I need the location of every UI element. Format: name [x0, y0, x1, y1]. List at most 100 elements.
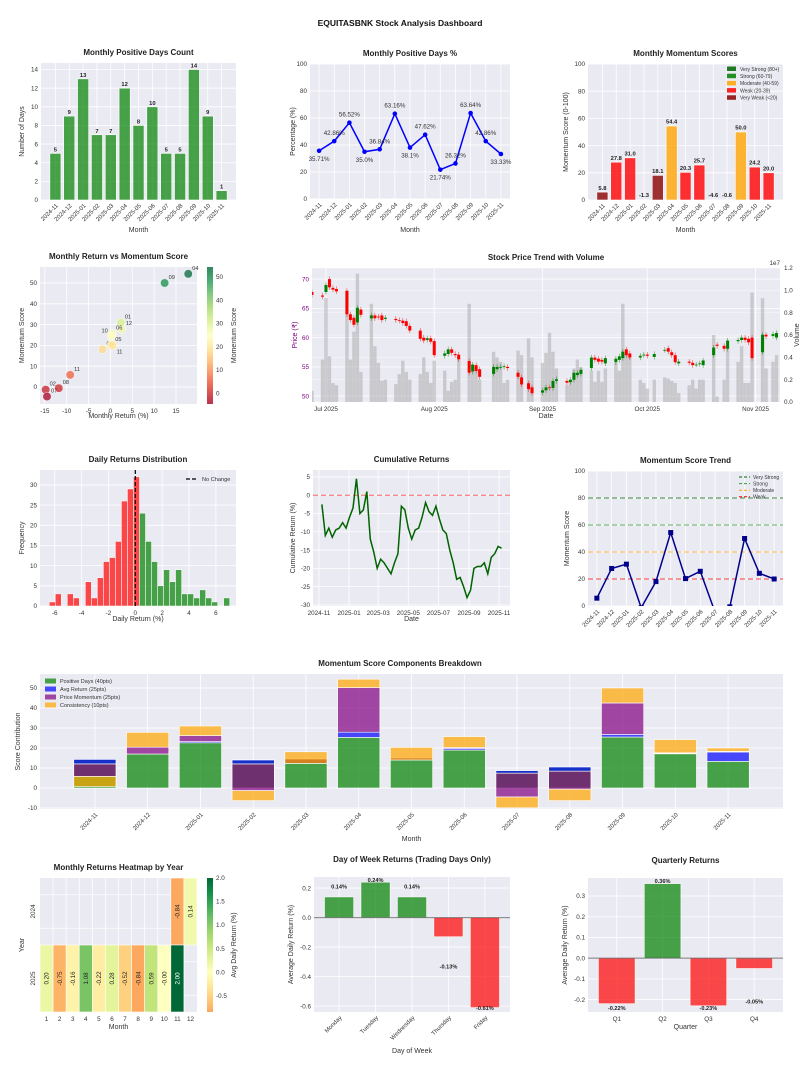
candle-down — [320, 295, 324, 297]
volume-bar — [359, 371, 363, 402]
scatter-point — [160, 278, 170, 288]
data-point — [392, 111, 398, 117]
candle-down — [457, 354, 461, 360]
data-label: 26.32% — [445, 152, 466, 159]
volume-exponent: 1e7 — [769, 260, 780, 267]
candle-down — [380, 315, 384, 321]
volume-bar — [694, 388, 698, 402]
x-tick-label: -15 — [40, 408, 50, 415]
volume-bar — [450, 381, 454, 402]
stacked-bar-segment — [442, 749, 486, 789]
colorbar-tick-label: 50 — [216, 274, 224, 281]
histogram-bar — [223, 597, 230, 607]
y-tick-label: 5 — [306, 474, 310, 481]
stacked-bar-segment — [231, 759, 275, 765]
y-tick-label: 60 — [578, 116, 586, 123]
histogram-bar — [145, 541, 152, 607]
x-axis-label: Month — [109, 1024, 129, 1031]
colorbar-tick-label: 30 — [216, 321, 224, 328]
y-axis-label: Number of Days — [19, 106, 26, 157]
stacked-bar-segment — [179, 742, 222, 789]
data-label: 18.1 — [652, 169, 664, 175]
x-tick-label: 2025-05 — [396, 812, 416, 832]
data-label: 47.62% — [415, 124, 436, 131]
data-label: 7 — [95, 129, 98, 135]
y-axis-label: Cumulative Return (%) — [290, 503, 297, 574]
bars — [596, 125, 775, 200]
x-tick-label: 2025-09 — [457, 610, 481, 617]
y-axis-label: Year — [19, 937, 26, 952]
colorbar-tick-label: 1.5 — [216, 899, 225, 906]
x-axis-label: Month — [402, 836, 422, 843]
y-tick-label: 4 — [34, 160, 38, 167]
point-label: 05 — [115, 337, 121, 343]
data-label: 36.84% — [369, 138, 390, 145]
y-tick-label: 30 — [30, 322, 38, 329]
y2-tick-label: 0.8 — [784, 310, 793, 317]
point-label: 06 — [116, 326, 122, 332]
data-point — [483, 138, 489, 144]
data-label: 0.14% — [404, 885, 420, 891]
histogram-bar — [181, 593, 188, 607]
volume-bar — [575, 359, 580, 402]
y-tick-label: 0.0 — [302, 915, 311, 922]
colorbar-tick-label: 1.0 — [216, 922, 225, 929]
candle-down — [530, 387, 534, 394]
volume-bar — [397, 374, 402, 402]
volume-bar — [345, 290, 349, 402]
data-point — [377, 146, 382, 152]
y2-tick-label: 0.0 — [784, 399, 793, 406]
volume-bar — [670, 380, 674, 402]
candle-up — [726, 340, 730, 349]
x-tick-label: Tuesday — [360, 1015, 380, 1035]
data-point — [668, 530, 674, 536]
data-point — [347, 120, 352, 125]
y-tick-label: -10 — [28, 805, 38, 812]
x-tick-label: 11 — [174, 1016, 181, 1023]
data-point — [498, 151, 504, 157]
histogram-bar — [127, 488, 134, 607]
y-tick-label: 0.3 — [576, 893, 585, 900]
y-tick-label: 20 — [30, 522, 38, 529]
legend-label: No Change — [202, 477, 230, 483]
data-label: 21.74% — [430, 175, 451, 182]
volume-bar — [617, 370, 622, 402]
y2-tick-label: 1.2 — [784, 265, 793, 272]
y-tick-label: 2024 — [30, 904, 37, 919]
legend-swatch — [45, 678, 56, 684]
volume-bar — [624, 353, 629, 402]
bar — [146, 106, 159, 201]
x-tick-label: Monday — [324, 1015, 343, 1034]
data-label: 0.24% — [368, 878, 384, 884]
cell-label: 1.08 — [83, 972, 90, 985]
legend-label: Moderate — [753, 488, 774, 494]
x-axis-label: Month — [129, 227, 149, 234]
volume-bar — [470, 365, 475, 402]
candle-up — [554, 379, 558, 381]
data-point — [407, 145, 413, 150]
y-axis-label: Price (₹) — [291, 321, 299, 348]
bar — [91, 134, 103, 201]
volume-bar — [491, 351, 496, 402]
x-axis-label: Daily Return (%) — [112, 616, 163, 623]
y-axis-label: Average Daily Return (%) — [288, 905, 295, 984]
y2-axis-label: Volume — [794, 323, 800, 346]
y-tick-label: 20 — [578, 170, 586, 177]
x-tick-label: 8 — [136, 1016, 140, 1023]
colorbar-tick-label: 20 — [216, 344, 224, 351]
stacked-bar-segment — [706, 751, 750, 762]
x-tick-label: 2025-04 — [343, 812, 363, 832]
heatmap-cell — [170, 944, 185, 1013]
volume-bar — [498, 361, 503, 402]
histogram-bar — [73, 597, 80, 607]
candle-up — [499, 366, 503, 368]
y-tick-label: 100 — [574, 61, 585, 68]
y-tick-label: 0.1 — [576, 935, 585, 942]
bar — [470, 917, 500, 1008]
stacked-bar-segment — [548, 766, 592, 772]
scatter-point — [65, 370, 75, 380]
y-tick-label: 60 — [300, 115, 308, 122]
bar — [693, 164, 706, 200]
histogram-bar — [133, 476, 140, 607]
x-tick-label: 2 — [58, 1016, 62, 1023]
